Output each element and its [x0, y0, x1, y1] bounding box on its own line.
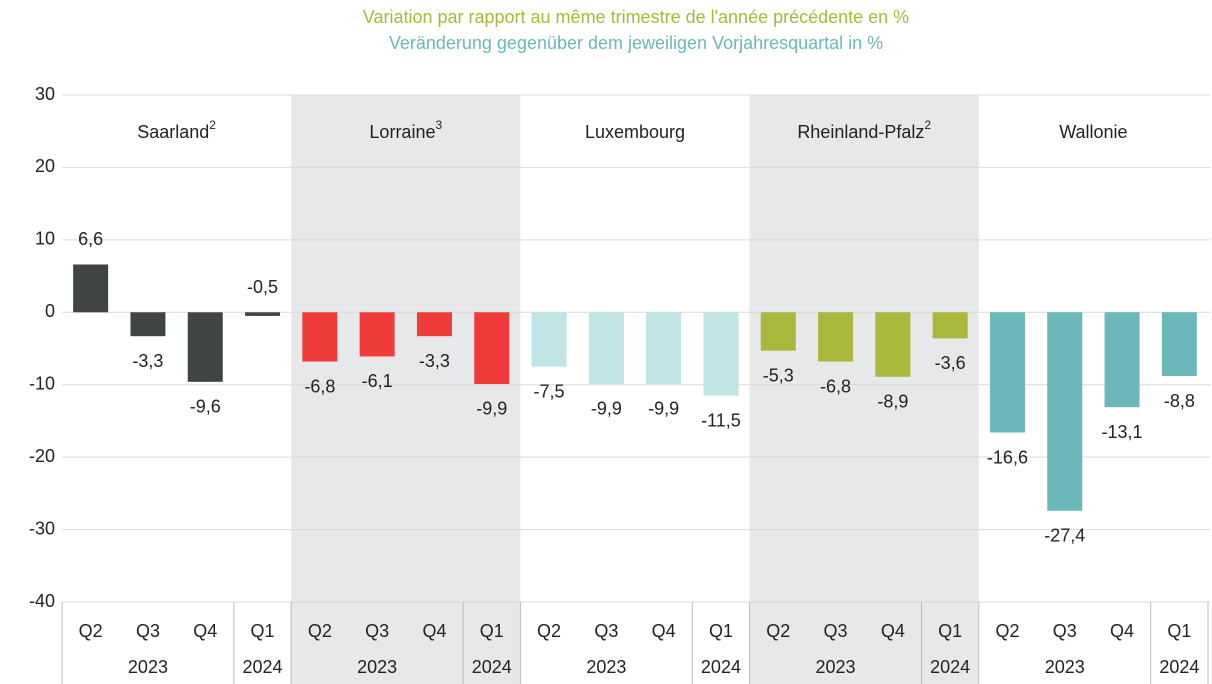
group-name: Lorraine	[369, 122, 435, 142]
x-tick-label: Q1	[1167, 621, 1191, 641]
bar	[646, 312, 682, 384]
value-label: -11,5	[701, 410, 741, 430]
x-tick-label: Q4	[881, 621, 905, 641]
value-label: -9,9	[476, 399, 507, 419]
year-label: 2024	[1159, 657, 1199, 677]
x-tick-label: Q4	[193, 621, 217, 641]
x-tick-label: Q2	[537, 621, 561, 641]
value-label: -8,9	[877, 391, 908, 411]
group-shade	[291, 95, 521, 684]
bar	[245, 312, 281, 316]
y-tick-label: -40	[29, 591, 55, 611]
x-tick-label: Q2	[79, 621, 103, 641]
bar	[187, 312, 223, 382]
bar	[1047, 312, 1083, 511]
x-tick-label: Q1	[938, 621, 962, 641]
value-label: -3,6	[935, 353, 966, 373]
value-label: -3,3	[419, 351, 450, 371]
x-tick-label: Q3	[594, 621, 618, 641]
bar	[359, 312, 395, 357]
x-tick-label: Q2	[308, 621, 332, 641]
x-tick-label: Q4	[1110, 621, 1134, 641]
y-tick-label: 10	[35, 229, 55, 249]
bar	[73, 264, 109, 313]
x-tick-label: Q1	[709, 621, 733, 641]
year-label: 2023	[816, 657, 856, 677]
group-note: 2	[924, 118, 931, 132]
value-label: -9,9	[648, 399, 679, 419]
value-label: -9,9	[591, 399, 622, 419]
bar	[875, 312, 911, 377]
value-label: -27,4	[1044, 525, 1085, 545]
y-tick-label: 20	[35, 156, 55, 176]
bar	[531, 312, 567, 367]
year-label: 2023	[586, 657, 626, 677]
value-label: -6,8	[820, 376, 851, 396]
x-tick-label: Q1	[480, 621, 504, 641]
year-label: 2024	[472, 657, 512, 677]
bar	[1161, 312, 1197, 377]
value-label: -16,6	[987, 447, 1028, 467]
y-tick-label: 0	[45, 301, 55, 321]
x-tick-label: Q1	[251, 621, 275, 641]
bar	[130, 312, 166, 337]
group-note: 3	[435, 118, 442, 132]
x-tick-label: Q3	[365, 621, 389, 641]
year-label: 2023	[357, 657, 397, 677]
group-label: Wallonie	[1059, 122, 1127, 142]
bar	[989, 312, 1025, 433]
group-name: Rheinland-Pfalz	[797, 122, 924, 142]
value-label: -0,5	[247, 277, 278, 297]
value-label: -13,1	[1102, 422, 1143, 442]
bar	[302, 312, 338, 362]
year-label: 2023	[1045, 657, 1085, 677]
y-tick-label: 30	[35, 84, 55, 104]
bar	[416, 312, 452, 337]
bar	[703, 312, 739, 396]
value-label: -3,3	[132, 351, 163, 371]
x-tick-label: Q3	[136, 621, 160, 641]
value-label: -6,1	[362, 371, 393, 391]
x-tick-label: Q4	[652, 621, 676, 641]
x-tick-label: Q4	[422, 621, 446, 641]
group-label: Saarland2	[137, 118, 216, 142]
year-label: 2024	[930, 657, 970, 677]
value-label: -6,8	[304, 376, 335, 396]
x-tick-label: Q2	[995, 621, 1019, 641]
year-label: 2024	[701, 657, 741, 677]
group-name: Saarland	[137, 122, 209, 142]
chart-title: Variation par rapport au même trimestre …	[363, 7, 909, 27]
x-tick-label: Q3	[824, 621, 848, 641]
group-label: Rheinland-Pfalz2	[797, 118, 931, 142]
bar	[474, 312, 510, 384]
group-label: Lorraine3	[369, 118, 442, 142]
x-tick-label: Q2	[766, 621, 790, 641]
chart-subtitle: Veränderung gegenüber dem jeweiligen Vor…	[389, 33, 883, 53]
bar	[932, 312, 968, 339]
bar	[818, 312, 854, 362]
value-label: -9,6	[190, 397, 221, 417]
value-label: -7,5	[534, 381, 565, 401]
bar	[588, 312, 624, 384]
x-tick-label: Q3	[1053, 621, 1077, 641]
bar	[1104, 312, 1140, 408]
y-tick-label: -30	[29, 518, 55, 538]
value-label: -8,8	[1164, 391, 1195, 411]
group-name: Luxembourg	[585, 122, 685, 142]
group-label: Luxembourg	[585, 122, 685, 142]
bar	[760, 312, 796, 351]
y-tick-label: -10	[29, 373, 55, 393]
group-note: 2	[209, 118, 216, 132]
value-label: 6,6	[78, 229, 103, 249]
y-tick-label: -20	[29, 446, 55, 466]
group-shade	[749, 95, 979, 684]
value-label: -5,3	[763, 365, 794, 385]
year-label: 2023	[128, 657, 168, 677]
year-label: 2024	[243, 657, 283, 677]
group-name: Wallonie	[1059, 122, 1127, 142]
